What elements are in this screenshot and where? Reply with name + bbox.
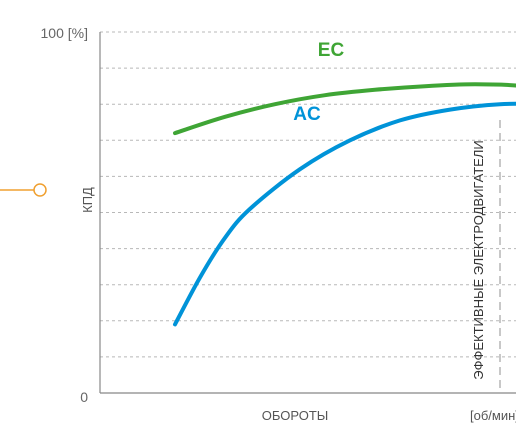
series-label-ac: AC bbox=[293, 104, 321, 125]
reference-line-label: ЭФФЕКТИВНЫЕ ЭЛЕКТРОДВИГАТЕЛИ bbox=[471, 140, 486, 379]
y-tick-bottom: 0 bbox=[80, 389, 88, 405]
series-line-ac bbox=[173, 101, 516, 327]
grid-lines bbox=[100, 31, 516, 358]
y-axis-title: КПД bbox=[80, 187, 95, 213]
x-axis-title: ОБОРОТЫ bbox=[262, 408, 329, 423]
series-label-ec: EC bbox=[318, 40, 345, 61]
marker-circle-icon bbox=[33, 183, 47, 197]
series-line-ec bbox=[173, 82, 516, 136]
y-tick-top: 100 [%] bbox=[41, 25, 88, 41]
x-axis-unit: [об/мин] bbox=[470, 408, 516, 423]
